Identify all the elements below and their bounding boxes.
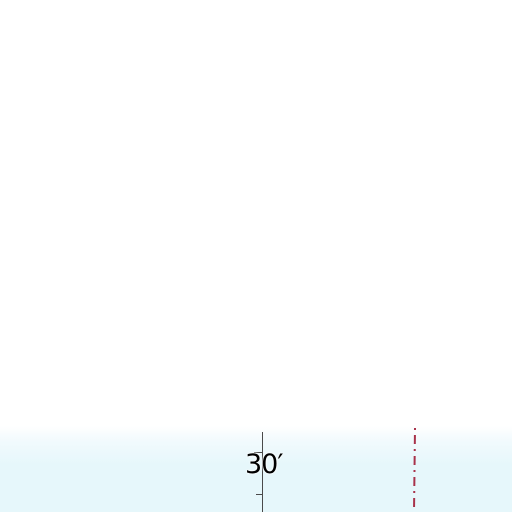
water-area <box>0 426 512 512</box>
graticule-label: 30′ <box>245 449 283 480</box>
boundary-line <box>413 427 416 512</box>
graticule-tick <box>256 494 262 495</box>
boundary-line-stroke <box>413 427 416 512</box>
graticule-tick <box>254 452 262 453</box>
graticule-line <box>262 432 263 512</box>
